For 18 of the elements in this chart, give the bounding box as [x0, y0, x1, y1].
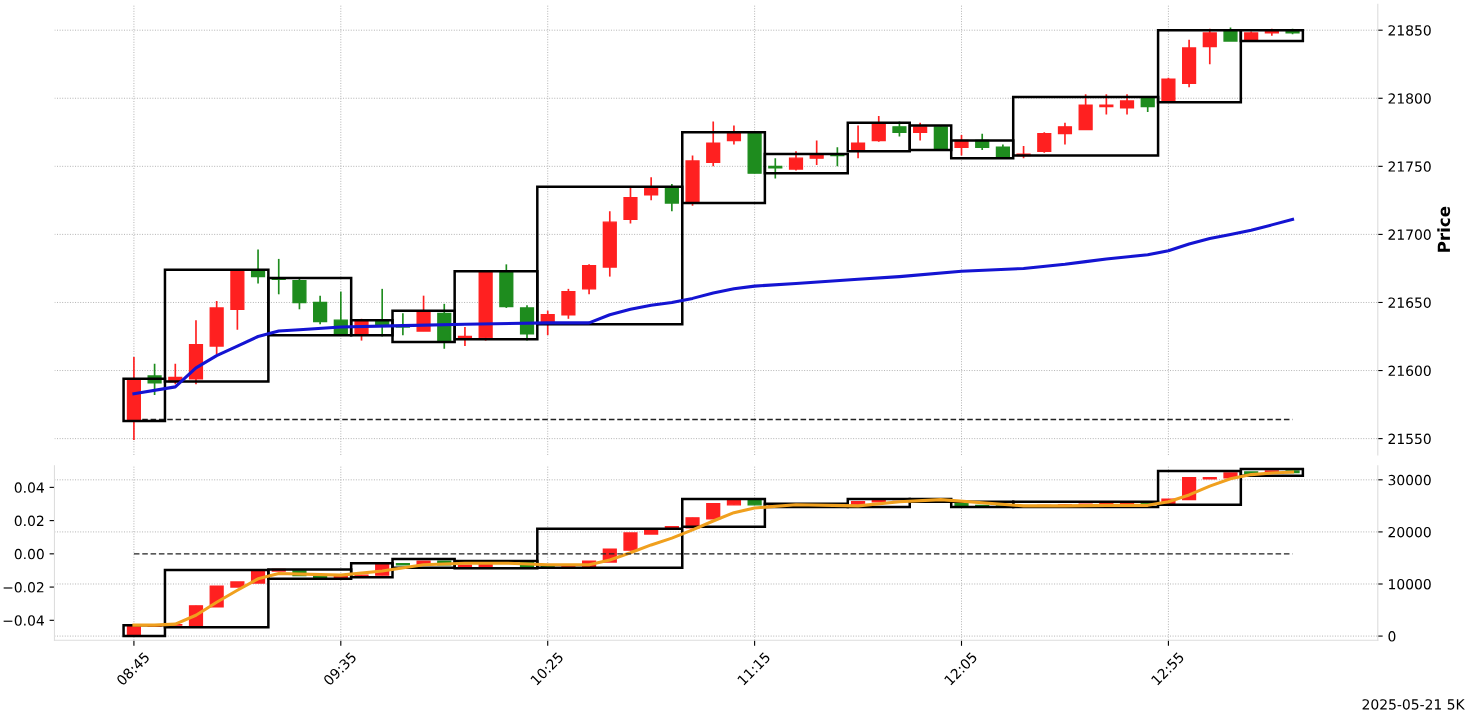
y2-tick-label: 0.04	[14, 482, 44, 493]
y-tick-label: 21600	[1388, 365, 1431, 377]
y2-tick-label: −0.04	[3, 615, 44, 626]
y-tick-label: 10000	[1389, 578, 1431, 590]
y2-tick-label: −0.02	[3, 582, 44, 593]
y-tick-label: 21850	[1388, 25, 1431, 36]
y2-tick-label: 0.00	[14, 548, 44, 560]
y-tick-label: 21550	[1388, 433, 1431, 445]
y-axis-title: Price	[1437, 206, 1451, 252]
text: 2025-05-21 5K	[1362, 699, 1465, 710]
y-tick-label: 0	[1388, 631, 1396, 642]
y-tick-label: 21800	[1388, 93, 1431, 104]
y-tick-label: 21650	[1388, 297, 1431, 308]
y-tick-label: 30000	[1388, 474, 1431, 486]
y2-tick-label: 0.02	[14, 515, 44, 527]
y-tick-label: 21750	[1388, 161, 1431, 172]
y-tick-label: 21700	[1388, 229, 1431, 240]
y-tick-label: 20000	[1388, 526, 1431, 538]
